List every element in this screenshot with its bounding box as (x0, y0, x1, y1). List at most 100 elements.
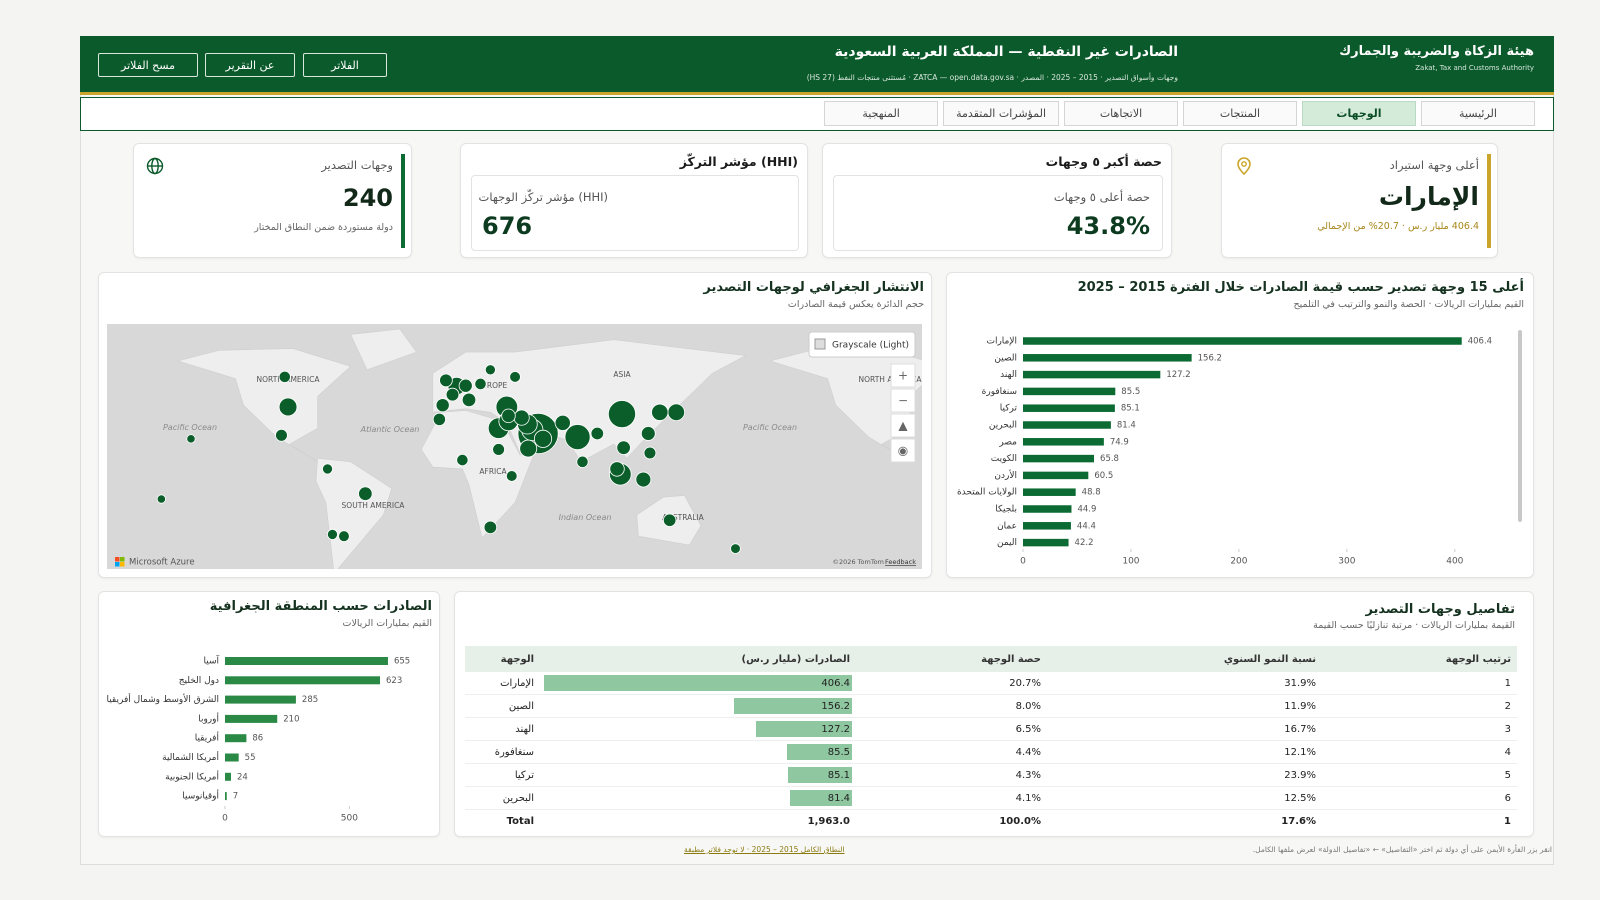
nav-bar: الرئيسية الوجهات المنتجات الاتجاهات المؤشرات… (80, 97, 1554, 131)
cell-text: 406.4 (821, 677, 850, 689)
cell-text: 127.2 (821, 723, 850, 735)
top-destinations-card (946, 272, 1534, 578)
table-cell: الهند (465, 717, 540, 741)
table-header-row: الوجهة الصادرات (مليار ر.س) حصة الوجهة نسبة… (465, 646, 1517, 672)
kpi-accent (1487, 154, 1491, 248)
table-cell: الإمارات (465, 672, 540, 695)
table-cell: 6.5% (856, 717, 1047, 741)
table-cell: 3 (1322, 717, 1517, 741)
org-name: هيئة الزكاة والضريبة والجمارك (1339, 44, 1534, 59)
table-cell: 31.9% (1047, 672, 1322, 695)
kpi-inner: حصة أعلى ٥ وجهات 43.8% (833, 175, 1163, 251)
filters-button[interactable]: الفلاتر (303, 53, 387, 77)
table-cell: 5 (1322, 763, 1517, 787)
table-row: الصين 156.2 8.0% 11.9% 2 (465, 694, 1517, 718)
table-subtitle: القيمة بمليارات الريالات · مرتبة تنازليً… (1313, 620, 1515, 631)
table-cell: 100.0% (999, 815, 1041, 827)
table-cell: 17.6% (1281, 815, 1316, 827)
regions-card (98, 591, 440, 837)
table-cell: الصين (465, 694, 540, 718)
table-cell: 406.4 (540, 672, 856, 695)
table-cell: 85.5 (540, 740, 856, 764)
table-row: تركيا 85.1 4.3% 23.9% 5 (465, 763, 1517, 787)
table-row: الهند 127.2 6.5% 16.7% 3 (465, 717, 1517, 741)
table-body: الإمارات 406.4 20.7% 31.9% 1 الصين 156.2 8.0% 11… (465, 672, 1517, 832)
table-cell: 156.2 (540, 694, 856, 718)
globe-icon (146, 157, 164, 175)
table-cell: 6 (1322, 786, 1517, 810)
data-bar (733, 698, 852, 714)
table-cell: 12.5% (1047, 786, 1322, 810)
kpi-value: الإمارات (1378, 182, 1479, 211)
kpi-title: حصة أكبر ٥ وجهات (1045, 154, 1162, 169)
data-bar (790, 790, 852, 806)
table-row: سنغافورة 85.5 4.4% 12.1% 4 (465, 740, 1517, 764)
header: هيئة الزكاة والضريبة والجمارك Zakat, Tax… (80, 36, 1554, 95)
cell-text: 156.2 (821, 700, 850, 712)
data-bar (755, 721, 852, 737)
table-cell: البحرين (465, 786, 540, 810)
nav-tab[interactable]: المنهجية (824, 101, 939, 126)
org-name-en: Zakat, Tax and Customs Authority (1415, 64, 1534, 72)
kpi-value: 676 (482, 212, 533, 240)
table-cell: 4.1% (856, 786, 1047, 810)
table-cell: 81.4 (540, 786, 856, 810)
table-cell: 1 (1504, 815, 1511, 827)
table-cell: 1,963.0 (807, 815, 850, 827)
kpi-title: وجهات التصدير (321, 158, 393, 172)
table-cell: 8.0% (856, 694, 1047, 718)
data-bar (787, 767, 852, 783)
nav-tab[interactable]: الرئيسية (1421, 101, 1535, 126)
kpi-card: مؤشر التركّز (HHI) مؤشر تركّز الوجهات (H… (460, 143, 808, 258)
table-cell: 4.4% (856, 740, 1047, 764)
table-row: البحرين 81.4 4.1% 12.5% 6 (465, 786, 1517, 810)
data-bar (787, 744, 852, 760)
table-cell: 4.3% (856, 763, 1047, 787)
footer-hint: انقر بزر الفأرة الأيمن على أي دولة ثم اخ… (1252, 845, 1552, 854)
table-cell: 20.7% (856, 672, 1047, 695)
kpi-value: 43.8% (1066, 212, 1150, 240)
kpi-note: 406.4 مليار ر.س · 20.7% من الإجمالي (1317, 221, 1479, 232)
kpi-accent (401, 154, 405, 248)
footer-scope: النطاق الكامل 2015 – 2025 · لا توجد فلات… (684, 845, 845, 854)
column-header[interactable]: الصادرات (مليار ر.س) (540, 646, 856, 672)
table-total-row: Total 1,963.0 100.0% 17.6% 1 (465, 810, 1517, 833)
column-header[interactable]: الوجهة (465, 646, 540, 672)
column-header[interactable]: حصة الوجهة (856, 646, 1047, 672)
nav-tab[interactable]: الوجهات (1302, 101, 1416, 126)
table-wrap: الوجهة الصادرات (مليار ر.س) حصة الوجهة نسبة… (465, 646, 1517, 832)
data-bar (544, 675, 852, 691)
pin-icon (1237, 157, 1251, 175)
table-row: الإمارات 406.4 20.7% 31.9% 1 (465, 672, 1517, 695)
table-cell: 16.7% (1047, 717, 1322, 741)
table-head: الوجهة الصادرات (مليار ر.س) حصة الوجهة نسبة… (465, 646, 1517, 672)
column-header[interactable]: نسبة النمو السنوي (1047, 646, 1322, 672)
kpi-label: حصة أعلى ٥ وجهات (1053, 190, 1150, 204)
kpi-title: أعلى وجهة استيراد (1389, 158, 1479, 172)
about-button[interactable]: عن التقرير (205, 53, 295, 77)
table-cell: 127.2 (540, 717, 856, 741)
table-cell: 12.1% (1047, 740, 1322, 764)
table-cell: 85.1 (540, 763, 856, 787)
kpi-note: دولة مستوردة ضمن النطاق المختار (254, 222, 393, 233)
data-table: الوجهة الصادرات (مليار ر.س) حصة الوجهة نسبة… (465, 646, 1517, 832)
table-card: تفاصيل وجهات التصدير القيمة بمليارات الر… (454, 591, 1534, 837)
table-cell: 4 (1322, 740, 1517, 764)
nav-tab[interactable]: المؤشرات المتقدمة (943, 101, 1059, 126)
table-title: تفاصيل وجهات التصدير (1365, 602, 1515, 617)
table-cell: تركيا (465, 763, 540, 787)
nav-tab[interactable]: المنتجات (1183, 101, 1297, 126)
kpi-title: مؤشر التركّز (HHI) (679, 154, 798, 169)
clear-filters-button[interactable]: مسح الفلاتر (98, 53, 198, 77)
table-cell: 2 (1322, 694, 1517, 718)
kpi-card: حصة أكبر ٥ وجهات حصة أعلى ٥ وجهات 43.8% (822, 143, 1172, 258)
kpi-card: أعلى وجهة استيراد الإمارات 406.4 مليار ر… (1221, 143, 1498, 258)
table-cell: سنغافورة (465, 740, 540, 764)
nav-tab[interactable]: الاتجاهات (1064, 101, 1178, 126)
cell-text: 85.1 (827, 769, 850, 781)
cell-text: 81.4 (827, 792, 850, 804)
kpi-inner: مؤشر تركّز الوجهات (HHI) 676 (471, 175, 799, 251)
column-header[interactable]: ترتيب الوجهة (1322, 646, 1517, 672)
table-cell: 11.9% (1047, 694, 1322, 718)
report-subtitle: (HS 27) مُستثنى منتجات النفط · ZATCA — o… (806, 73, 1178, 82)
